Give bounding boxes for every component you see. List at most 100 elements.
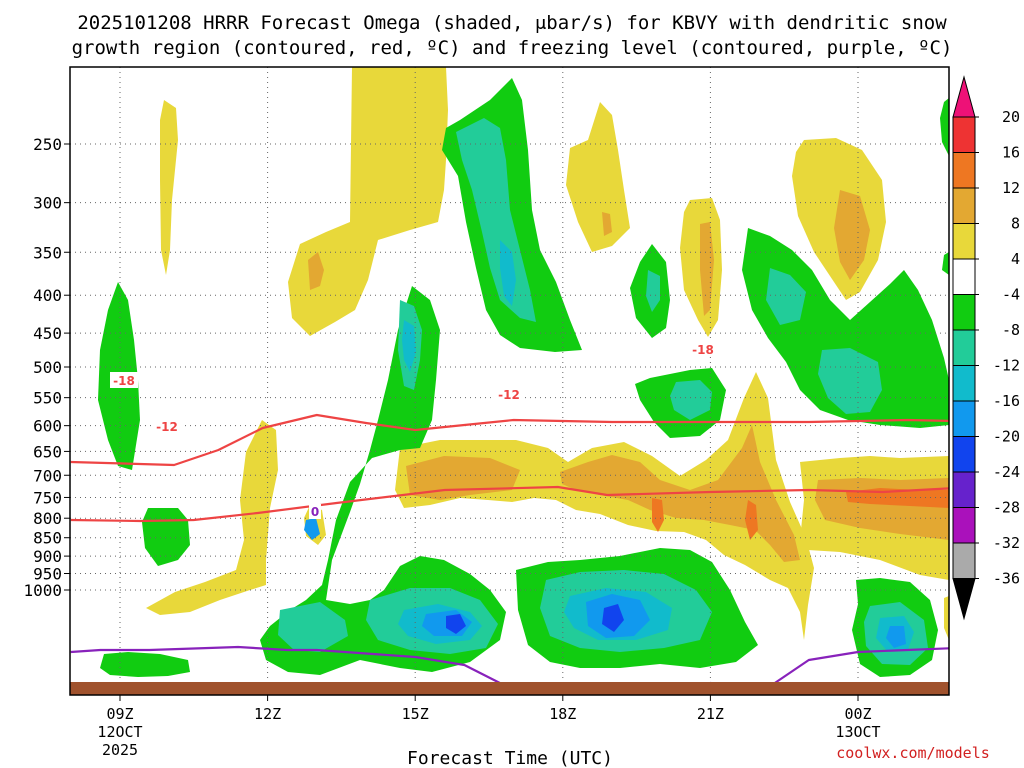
omega-region-green bbox=[742, 228, 949, 428]
x-tick-label: 12Z bbox=[254, 705, 281, 723]
omega-region-deep-blue bbox=[446, 614, 466, 634]
omega-region-yellow bbox=[944, 596, 949, 640]
colorbar-tick-label: 20 bbox=[1002, 108, 1020, 126]
ground-strip bbox=[70, 682, 949, 695]
colorbar-bin bbox=[952, 152, 976, 189]
omega-region-blue bbox=[886, 626, 906, 648]
plot-frame bbox=[69, 66, 950, 696]
colorbar-tick-label: 8 bbox=[1011, 215, 1020, 233]
x-tick-year: 2025 bbox=[102, 741, 138, 759]
omega-region-orange bbox=[652, 498, 664, 532]
colorbar-bin bbox=[952, 400, 976, 437]
x-tick-label: 21Z bbox=[697, 705, 724, 723]
y-tick-label: 800 bbox=[33, 509, 62, 528]
omega-shading bbox=[98, 67, 949, 677]
omega-region-green bbox=[142, 508, 190, 566]
y-tick-label: 650 bbox=[33, 442, 62, 461]
colorbar-tick-label: 16 bbox=[1002, 144, 1020, 162]
y-tick-label: 850 bbox=[33, 529, 62, 548]
colorbar-bottom-arrow bbox=[952, 578, 976, 621]
colorbar-bin bbox=[952, 436, 976, 473]
y-tick-label: 500 bbox=[33, 358, 62, 377]
colorbar-bin bbox=[952, 258, 976, 295]
omega-region-orange bbox=[834, 190, 870, 280]
x-tick-label: 18Z bbox=[549, 705, 576, 723]
colorbar-tick-label: 4 bbox=[1011, 250, 1020, 268]
omega-region-teal bbox=[278, 602, 348, 652]
omega-region-orange bbox=[745, 500, 758, 540]
omega-region-yellow bbox=[566, 102, 630, 252]
contour-label-bg bbox=[152, 418, 182, 434]
omega-region-yellow bbox=[288, 67, 448, 336]
y-tick-label: 600 bbox=[33, 417, 62, 436]
y-tick-label: 450 bbox=[33, 324, 62, 343]
x-tick-label: 09Z bbox=[106, 705, 133, 723]
freezing-level-label: 0 bbox=[311, 505, 319, 519]
colorbar: 20 16 12 8 4 -4 -8 -12 -16 -20 -24 -28 -32 -36 bbox=[952, 75, 1020, 621]
isotherm-minus-12 bbox=[70, 485, 949, 523]
colorbar-bin bbox=[952, 542, 976, 579]
isotherm-minus-18 bbox=[70, 413, 949, 467]
y-tick-label: 900 bbox=[33, 547, 62, 566]
omega-region-orange bbox=[846, 488, 949, 508]
y-tick-label: 1000 bbox=[23, 581, 62, 600]
credit-text: coolwx.com/models bbox=[836, 744, 990, 762]
colorbar-bin bbox=[952, 507, 976, 544]
omega-region-cyan bbox=[500, 240, 516, 306]
omega-region-blue bbox=[304, 518, 320, 540]
colorbar-tick-label: -28 bbox=[993, 499, 1020, 517]
x-tick-label: 15Z bbox=[402, 705, 429, 723]
y-tick-label: 750 bbox=[33, 488, 62, 507]
colorbar-bin bbox=[952, 187, 976, 224]
omega-region-yellow bbox=[395, 372, 814, 640]
omega-region-teal bbox=[670, 380, 712, 420]
omega-region-green bbox=[940, 98, 949, 156]
y-tick-label: 550 bbox=[33, 389, 62, 408]
plot-area: -18 -12 -12 -18 0 bbox=[69, 66, 950, 696]
contour-labels: -18 -12 -12 -18 0 bbox=[110, 341, 718, 519]
omega-region-green bbox=[260, 286, 506, 675]
omega-region-teal bbox=[766, 268, 806, 325]
colorbar-tick-label: -32 bbox=[993, 534, 1020, 552]
dgz-label-lower-left: -12 bbox=[156, 420, 178, 434]
x-axis-title: Forecast Time (UTC) bbox=[407, 748, 613, 768]
omega-region-teal bbox=[646, 270, 660, 312]
colorbar-tick-label: -4 bbox=[1002, 286, 1020, 304]
omega-region-green bbox=[942, 252, 949, 275]
colorbar-bin bbox=[952, 471, 976, 508]
isotherm-zero bbox=[70, 645, 949, 695]
colorbar-tick-label: -36 bbox=[993, 570, 1020, 588]
y-tick-label: 350 bbox=[33, 243, 62, 262]
omega-region-deep-blue bbox=[602, 604, 624, 632]
colorbar-bin bbox=[952, 116, 976, 153]
colorbar-bin bbox=[952, 365, 976, 402]
omega-region-green bbox=[100, 652, 190, 677]
contour-label-bg bbox=[110, 372, 138, 388]
contour-label-bg bbox=[309, 504, 321, 519]
x-tick-date: 12OCT bbox=[97, 723, 142, 741]
y-tick-label: 950 bbox=[33, 564, 62, 583]
x-tick-label: 00Z bbox=[844, 705, 871, 723]
omega-region-orange bbox=[602, 212, 612, 236]
contour-label-bg bbox=[688, 341, 718, 357]
omega-region-orange bbox=[308, 252, 324, 290]
y-tick-label: 700 bbox=[33, 466, 62, 485]
contour-label-bg bbox=[494, 386, 524, 402]
dgz-label-upper-right: -18 bbox=[692, 343, 714, 357]
colorbar-tick-label: 12 bbox=[1002, 179, 1020, 197]
colorbar-top-arrow bbox=[952, 75, 976, 118]
colorbar-tick-label: -24 bbox=[993, 463, 1020, 481]
chart-title-line-2: growth region (contoured, red, ºC) and f… bbox=[72, 37, 953, 59]
colorbar-bin bbox=[952, 294, 976, 331]
chart-title-line-1: 2025101208 HRRR Forecast Omega (shaded, … bbox=[77, 12, 947, 34]
omega-negative-regions bbox=[98, 78, 949, 677]
colorbar-tick-label: -8 bbox=[1002, 321, 1020, 339]
omega-region-yellow bbox=[146, 420, 278, 615]
dgz-label-upper-left: -18 bbox=[113, 374, 135, 388]
omega-region-teal bbox=[818, 348, 882, 414]
colorbar-tick-label: -16 bbox=[993, 392, 1020, 410]
x-tick-date: 13OCT bbox=[835, 723, 880, 741]
colorbar-tick-label: -12 bbox=[993, 357, 1020, 375]
